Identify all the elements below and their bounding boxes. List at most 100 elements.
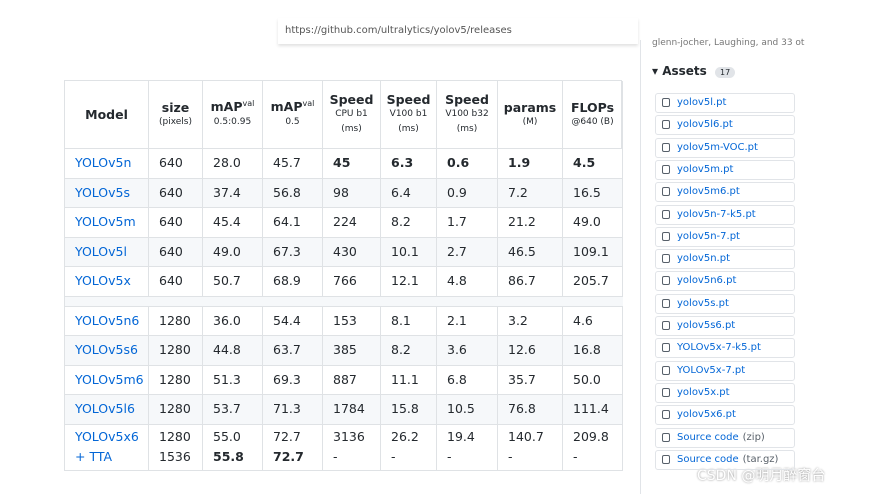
cell-text: 21.2 [508, 214, 536, 230]
cell-text: 10.1 [391, 243, 419, 259]
header-sub: (ms) [398, 124, 419, 134]
cell-text: 224 [333, 214, 357, 230]
asset-item[interactable]: yolov5m.pt [655, 159, 795, 180]
cell-text: 37.4 [213, 184, 241, 200]
model-link[interactable]: YOLOv5x [75, 273, 131, 289]
assets-count: 17 [714, 67, 736, 78]
asset-icon [662, 298, 670, 308]
asset-name: Source code [677, 431, 739, 443]
cell-text: 7.2 [508, 184, 528, 200]
model-link[interactable]: + TTA [75, 449, 113, 464]
header-sup: val [302, 99, 315, 109]
cell-text: 51.3 [213, 371, 241, 387]
header-cell: mAPval 0.5 [263, 81, 323, 149]
cell-text: 2.7 [447, 243, 467, 259]
asset-item[interactable]: YOLOv5x-7-k5.pt [655, 338, 795, 359]
contributors: glenn-jocher, Laughing, and 33 ot [652, 38, 805, 48]
header-title: Speed [387, 92, 431, 107]
asset-item[interactable]: yolov5s.pt [655, 293, 795, 314]
table-cell: 68.9 [263, 267, 323, 297]
table-cell: YOLOv5m6 [65, 365, 149, 395]
cell-text: 11.1 [391, 371, 419, 387]
cell-text: 50.7 [213, 273, 241, 289]
header-cell: Speed CPU b1 (ms) [323, 81, 381, 149]
asset-icon [662, 120, 670, 130]
cell-text: 35.7 [508, 371, 536, 387]
url-bar[interactable]: https://github.com/ultralytics/yolov5/re… [278, 18, 638, 44]
header-title-text: params [503, 99, 557, 115]
model-link[interactable]: YOLOv5m [75, 214, 136, 230]
asset-icon [662, 276, 670, 286]
asset-name: yolov5s6.pt [677, 320, 736, 331]
asset-item[interactable]: yolov5l6.pt [655, 115, 795, 136]
asset-item[interactable]: yolov5m6.pt [655, 182, 795, 203]
cell-text: 67.3 [273, 243, 301, 259]
model-link[interactable]: YOLOv5s6 [75, 342, 138, 358]
model-link[interactable]: YOLOv5s [75, 184, 131, 200]
table-cell: 50.7 [203, 267, 263, 297]
table-cell: 19.4 - [437, 424, 498, 471]
model-link[interactable]: YOLOv5x6 [75, 429, 139, 444]
cell-text: 640 [159, 243, 183, 259]
table-cell: 7.2 [498, 178, 563, 208]
cell-text: 68.9 [273, 273, 301, 289]
cell-text: 1.9 [508, 155, 531, 171]
table-cell: 53.7 [203, 395, 263, 425]
cell-text: 1.7 [447, 214, 467, 230]
table-cell: 640 [149, 178, 203, 208]
table-cell: 49.0 [563, 208, 623, 238]
asset-item[interactable]: yolov5n-7-k5.pt [655, 204, 795, 225]
cell-text: 1280 [159, 401, 191, 417]
cell-text: 12.6 [508, 342, 536, 358]
cell-text: 56.8 [273, 184, 301, 200]
header-sup: val [242, 99, 255, 109]
cell-text: 45.4 [213, 214, 241, 230]
cell-text: 887 [333, 371, 357, 387]
asset-item[interactable]: yolov5n6.pt [655, 271, 795, 292]
asset-name: yolov5s.pt [677, 297, 729, 309]
asset-item[interactable]: Source code (tar.gz) [655, 449, 795, 470]
asset-item[interactable]: yolov5s6.pt [655, 316, 795, 336]
model-link[interactable]: YOLOv5m6 [75, 371, 144, 387]
asset-item[interactable]: yolov5x.pt [655, 382, 795, 403]
table-cell: 640 [149, 149, 203, 179]
table-cell: 67.3 [263, 237, 323, 267]
asset-item[interactable]: Source code (zip) [655, 427, 795, 448]
cell-text: 1536 [159, 449, 191, 464]
table-cell: 37.4 [203, 178, 263, 208]
asset-icon [662, 410, 670, 420]
cell-text: 1280 [159, 342, 191, 358]
header-sub: (ms) [341, 124, 362, 134]
assets-header[interactable]: ▾ Assets 17 [652, 64, 736, 78]
header-sub: (M) [522, 116, 538, 127]
table-cell: 56.8 [263, 178, 323, 208]
cell-text: 1280 [159, 312, 191, 328]
model-link[interactable]: YOLOv5n6 [75, 312, 140, 328]
cell-text: 45.7 [273, 155, 301, 171]
asset-item[interactable]: yolov5n.pt [655, 249, 795, 270]
asset-item[interactable]: yolov5x6.pt [655, 405, 795, 426]
cell-text: 3136 [333, 429, 365, 444]
table-cell: 640 [149, 237, 203, 267]
table-cell: 3.6 [437, 336, 498, 366]
table-cell: 50.0 [563, 365, 623, 395]
header-cell: Speed V100 b32 (ms) [437, 81, 498, 149]
asset-item[interactable]: yolov5l.pt [655, 93, 795, 113]
asset-item[interactable]: yolov5m-VOC.pt [655, 137, 795, 158]
asset-item[interactable]: YOLOv5x-7.pt [655, 360, 795, 381]
table-cell: 10.5 [437, 395, 498, 425]
model-link[interactable]: YOLOv5n [75, 155, 132, 171]
cell-text: 4.6 [573, 312, 593, 328]
model-link[interactable]: YOLOv5l [75, 243, 127, 259]
table-cell: 6.4 [381, 178, 437, 208]
model-link[interactable]: YOLOv5l6 [75, 401, 135, 417]
table-cell: 111.4 [563, 395, 623, 425]
asset-name: yolov5l.pt [677, 97, 727, 108]
table-cell: 72.7 72.7 [263, 424, 323, 471]
asset-item[interactable]: yolov5n-7.pt [655, 226, 795, 247]
cell-text: 8.2 [391, 214, 411, 230]
table-cell: 71.3 [263, 395, 323, 425]
header-title: Speed [445, 92, 489, 107]
table-cell: 11.1 [381, 365, 437, 395]
table-cell: 6.3 [381, 149, 437, 179]
